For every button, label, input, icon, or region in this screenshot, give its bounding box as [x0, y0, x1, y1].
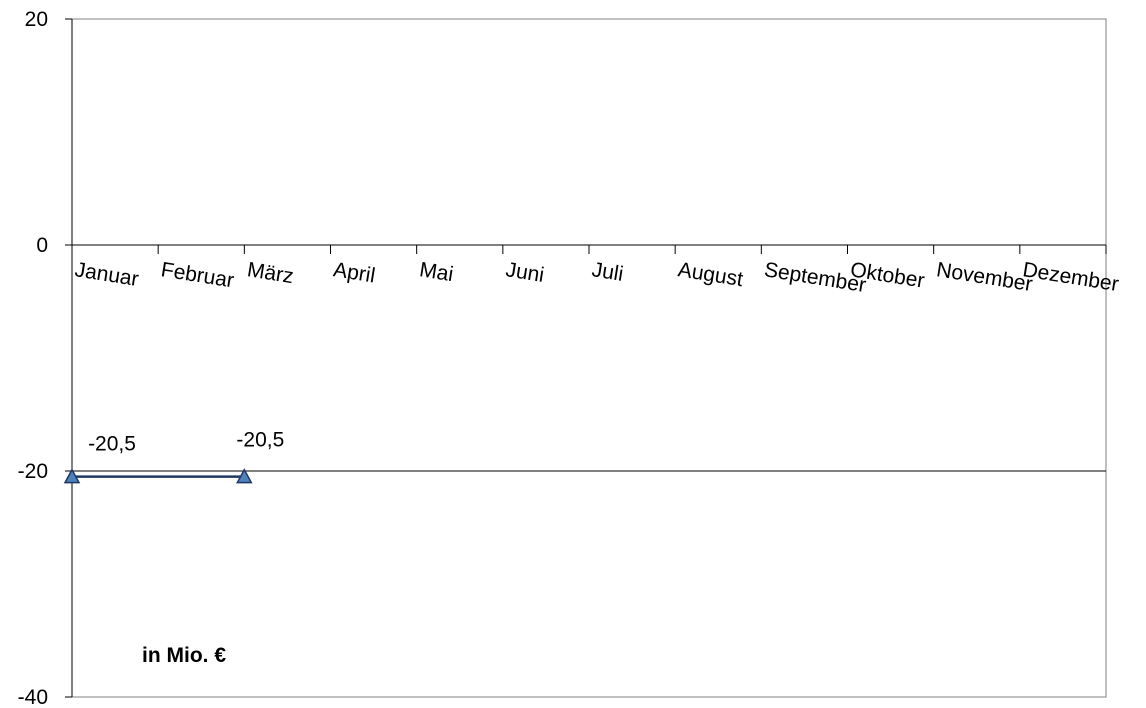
unit-label: in Mio. € [142, 644, 226, 667]
x-tick-label: Dezember [1021, 258, 1120, 296]
data-label: -20,5 [236, 429, 284, 452]
x-tick-label: Mai [418, 258, 455, 286]
x-tick-label: März [246, 258, 296, 288]
x-tick-label: Juni [504, 258, 546, 287]
plot-area-border [71, 18, 1107, 698]
x-tick-label: Februar [159, 258, 235, 292]
x-tick-label: Juli [590, 258, 625, 286]
x-tick-label: August [676, 258, 744, 291]
data-label: -20,5 [88, 433, 136, 456]
y-tick-label: 0 [36, 234, 48, 257]
x-tick-label: November [935, 258, 1034, 296]
x-tick-label: April [332, 258, 377, 287]
y-tick-label: -20 [18, 460, 48, 483]
data-point-marker [236, 468, 253, 484]
y-tick-label: 20 [25, 8, 48, 31]
y-tick-label: -40 [18, 686, 48, 708]
x-tick-label: Januar [73, 258, 140, 291]
data-point-marker [63, 468, 81, 484]
